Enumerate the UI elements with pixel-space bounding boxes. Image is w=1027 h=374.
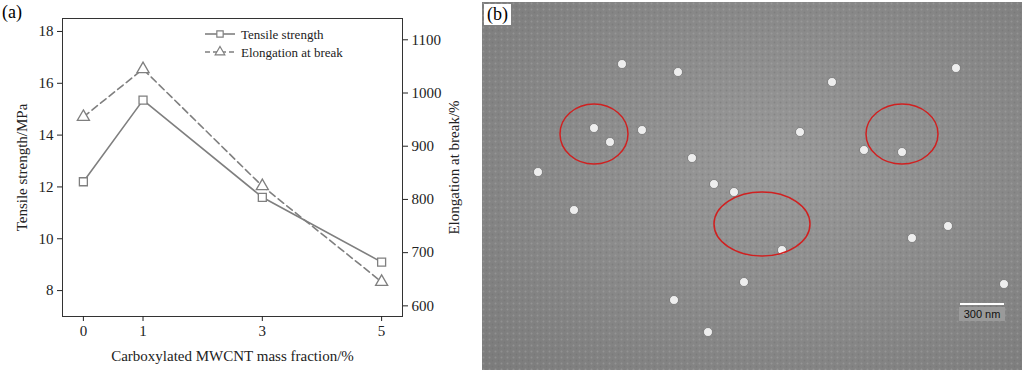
svg-text:16: 16 — [39, 75, 55, 91]
svg-text:Carboxylated MWCNT mass fracti: Carboxylated MWCNT mass fraction/% — [111, 348, 354, 364]
svg-text:5: 5 — [378, 323, 386, 339]
svg-text:Tensile strength/MPa: Tensile strength/MPa — [14, 103, 30, 231]
svg-text:12: 12 — [39, 179, 54, 195]
svg-text:900: 900 — [412, 138, 435, 154]
html-text:(a): (a) — [2, 2, 22, 22]
svg-text:1100: 1100 — [412, 32, 441, 48]
svg-text:8: 8 — [46, 282, 54, 298]
html-text:(b): (b) — [487, 4, 508, 24]
svg-text:0: 0 — [80, 323, 88, 339]
svg-text:3: 3 — [259, 323, 267, 339]
svg-text:Elongation at break/%: Elongation at break/% — [446, 100, 462, 234]
svg-text:800: 800 — [412, 191, 435, 207]
svg-text:1000: 1000 — [412, 85, 442, 101]
svg-text:700: 700 — [412, 244, 435, 260]
svg-text:Elongation at break: Elongation at break — [241, 45, 343, 60]
svg-text:600: 600 — [412, 298, 435, 314]
svg-text:18: 18 — [39, 23, 54, 39]
svg-text:14: 14 — [39, 127, 55, 143]
svg-text:10: 10 — [39, 231, 54, 247]
svg-text:Tensile strength: Tensile strength — [241, 27, 324, 42]
svg-text:300 nm: 300 nm — [964, 308, 1001, 320]
svg-text:1: 1 — [139, 323, 147, 339]
